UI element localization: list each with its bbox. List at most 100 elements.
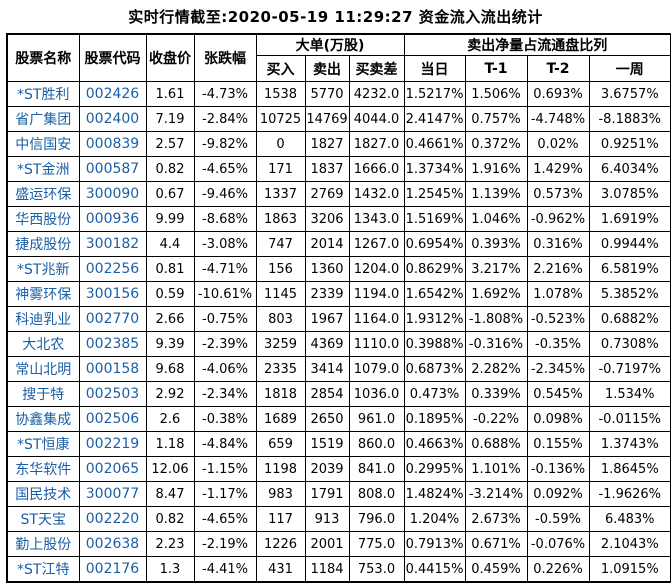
cell-net-day: 0.6873% (403, 356, 466, 382)
table-row: *ST兆新 002256 0.81 -4.71% 156 1360 1204.0 0.8629… (6, 256, 671, 282)
cell-change-pct: -4.65% (193, 506, 257, 532)
cell-stock-name[interactable]: *ST恒康 (6, 431, 80, 457)
cell-stock-name[interactable]: 科迪乳业 (6, 306, 80, 332)
cell-change-pct: -1.17% (193, 481, 257, 507)
cell-stock-code[interactable]: 002770 (78, 306, 147, 332)
table-row: 东华软件 002065 12.06 -1.15% 1198 2039 841.0 0.2995… (6, 456, 671, 482)
cell-buy-sell-diff: 1827.0 (348, 131, 405, 157)
cell-buy-sell-diff: 1666.0 (348, 156, 405, 182)
cell-net-day: 1.9312% (403, 306, 466, 332)
table-row: 常山北明 000158 9.68 -4.06% 2335 3414 1079.0 0.6873… (6, 356, 671, 382)
cell-stock-code[interactable]: 002400 (78, 106, 147, 132)
col-header-t1: T-1 (464, 55, 528, 82)
cell-change-pct: -2.34% (193, 381, 257, 407)
cell-net-day: 0.6954% (403, 231, 466, 257)
cell-net-t2: -0.136% (526, 456, 590, 482)
cell-stock-code[interactable]: 000587 (78, 156, 147, 182)
cell-buy-sell-diff: 4232.0 (348, 81, 405, 107)
cell-change-pct: -2.39% (193, 331, 257, 357)
cell-stock-code[interactable]: 002219 (78, 431, 147, 457)
cell-net-t2: 1.429% (526, 156, 590, 182)
cell-net-day: 0.4415% (403, 556, 466, 583)
cell-sell: 4369 (304, 331, 350, 357)
cell-sell: 2650 (304, 406, 350, 432)
cell-stock-code[interactable]: 002256 (78, 256, 147, 282)
cell-net-week: 0.7308% (588, 331, 671, 357)
cell-net-day: 0.4661% (403, 131, 466, 157)
cell-net-week: -0.0115% (588, 406, 671, 432)
cell-change-pct: -1.15% (193, 456, 257, 482)
cell-net-t1: 0.393% (464, 231, 528, 257)
cell-net-t1: 1.046% (464, 206, 528, 232)
cell-stock-name[interactable]: 协鑫集成 (6, 406, 80, 432)
cell-stock-name[interactable]: 省广集团 (6, 106, 80, 132)
cell-stock-name[interactable]: 东华软件 (6, 456, 80, 482)
cell-stock-code[interactable]: 002638 (78, 531, 147, 557)
cell-net-day: 1.204% (403, 506, 466, 532)
cell-net-week: -8.1883% (588, 106, 671, 132)
cell-stock-code[interactable]: 002176 (78, 556, 147, 583)
cell-stock-code[interactable]: 000158 (78, 356, 147, 382)
cell-net-day: 0.8629% (403, 256, 466, 282)
cell-stock-code[interactable]: 002385 (78, 331, 147, 357)
cell-buy: 0 (255, 131, 306, 157)
cell-stock-name[interactable]: *ST金洲 (6, 156, 80, 182)
cell-stock-name[interactable]: 捷成股份 (6, 231, 80, 257)
cell-stock-name[interactable]: 国民技术 (6, 481, 80, 507)
cell-stock-name[interactable]: ST天宝 (6, 506, 80, 532)
table-row: 国民技术 300077 8.47 -1.17% 983 1791 808.0 1.4824% -… (6, 481, 671, 507)
cell-stock-code[interactable]: 000936 (78, 206, 147, 232)
cell-sell: 2854 (304, 381, 350, 407)
cell-stock-name[interactable]: *ST胜利 (6, 81, 80, 107)
cell-buy-sell-diff: 1432.0 (348, 181, 405, 207)
cell-buy-sell-diff: 961.0 (348, 406, 405, 432)
cell-net-t2: 0.316% (526, 231, 590, 257)
cell-net-week: 0.6882% (588, 306, 671, 332)
cell-net-t2: 0.098% (526, 406, 590, 432)
cell-sell: 14769 (304, 106, 350, 132)
cell-stock-code[interactable]: 000839 (78, 131, 147, 157)
cell-stock-code[interactable]: 300156 (78, 281, 147, 307)
cell-buy: 171 (255, 156, 306, 182)
cell-stock-code[interactable]: 002220 (78, 506, 147, 532)
cell-net-week: 1.534% (588, 381, 671, 407)
cell-net-t1: 3.217% (464, 256, 528, 282)
cell-net-t1: 1.139% (464, 181, 528, 207)
table-row: 捷成股份 300182 4.4 -3.08% 747 2014 1267.0 0.6954% 0… (6, 231, 671, 257)
cell-stock-name[interactable]: 勤上股份 (6, 531, 80, 557)
cell-buy: 803 (255, 306, 306, 332)
cell-net-week: 0.9944% (588, 231, 671, 257)
cell-close-price: 1.61 (145, 81, 195, 107)
table-row: 省广集团 002400 7.19 -2.84% 10725 14769 4044.0 2.41… (6, 106, 671, 132)
cell-stock-name[interactable]: 华西股份 (6, 206, 80, 232)
cell-stock-code[interactable]: 002065 (78, 456, 147, 482)
cell-stock-code[interactable]: 002426 (78, 81, 147, 107)
cell-stock-name[interactable]: 神雾环保 (6, 281, 80, 307)
cell-stock-code[interactable]: 300077 (78, 481, 147, 507)
cell-stock-name[interactable]: 搜于特 (6, 381, 80, 407)
cell-stock-name[interactable]: 常山北明 (6, 356, 80, 382)
cell-stock-name[interactable]: 大北农 (6, 331, 80, 357)
cell-sell: 3206 (304, 206, 350, 232)
cell-stock-name[interactable]: 盛运环保 (6, 181, 80, 207)
cell-stock-name[interactable]: *ST江特 (6, 556, 80, 583)
cell-stock-code[interactable]: 002503 (78, 381, 147, 407)
cell-close-price: 9.99 (145, 206, 195, 232)
cell-sell: 1184 (304, 556, 350, 583)
cell-change-pct: -9.46% (193, 181, 257, 207)
cell-buy: 10725 (255, 106, 306, 132)
cell-stock-name[interactable]: *ST兆新 (6, 256, 80, 282)
cell-net-week: 1.0915% (588, 556, 671, 583)
cell-net-day: 2.4147% (403, 106, 466, 132)
cell-change-pct: -3.08% (193, 231, 257, 257)
cell-stock-code[interactable]: 002506 (78, 406, 147, 432)
cell-net-day: 1.5169% (403, 206, 466, 232)
cell-change-pct: -4.84% (193, 431, 257, 457)
cell-net-t1: -3.214% (464, 481, 528, 507)
cell-buy-sell-diff: 775.0 (348, 531, 405, 557)
cell-close-price: 0.82 (145, 156, 195, 182)
cell-stock-code[interactable]: 300090 (78, 181, 147, 207)
cell-stock-code[interactable]: 300182 (78, 231, 147, 257)
cell-buy-sell-diff: 1164.0 (348, 306, 405, 332)
cell-stock-name[interactable]: 中信国安 (6, 131, 80, 157)
